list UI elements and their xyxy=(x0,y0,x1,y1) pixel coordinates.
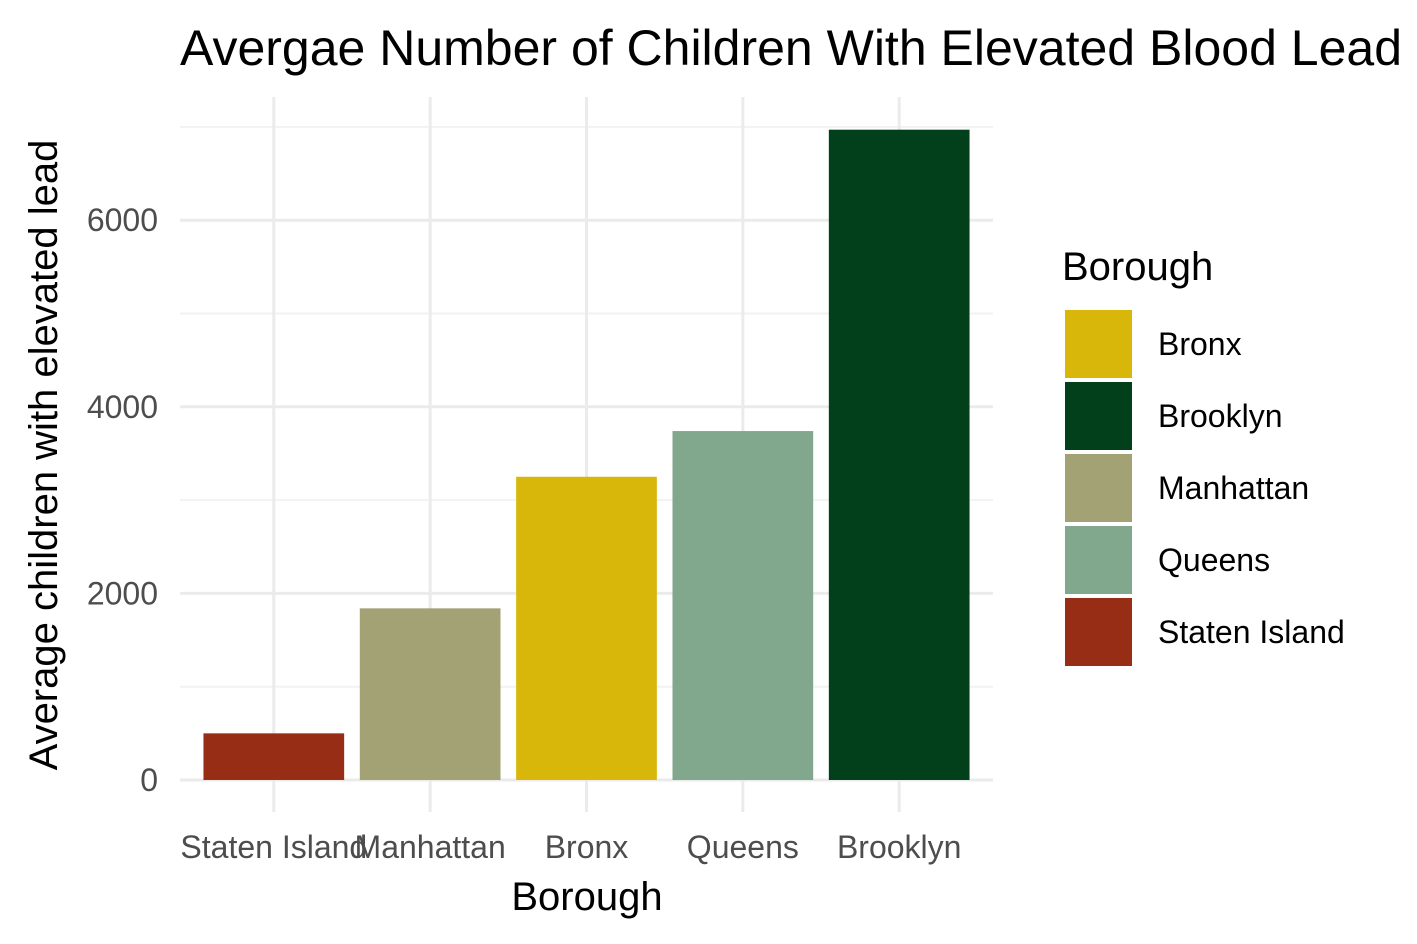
y-axis-ticks: 0 2000 4000 6000 xyxy=(87,202,158,798)
y-tick-label: 0 xyxy=(140,762,158,798)
x-tick-label: Brooklyn xyxy=(837,829,962,865)
x-tick-label: Bronx xyxy=(545,829,629,865)
x-tick-label: Manhattan xyxy=(355,829,506,865)
legend-items: Bronx Brooklyn Manhattan Queens Staten Islan… xyxy=(1065,310,1345,666)
bar-queens xyxy=(672,431,814,780)
bar-staten-island xyxy=(203,733,345,780)
legend-key-brooklyn xyxy=(1065,382,1132,450)
x-tick-label: Staten Island xyxy=(180,829,367,865)
legend-label: Brooklyn xyxy=(1158,398,1283,434)
chart-title: Avergae Number of Children With Elevated… xyxy=(180,20,1402,76)
legend-label: Bronx xyxy=(1158,326,1242,362)
y-tick-label: 4000 xyxy=(87,389,158,425)
legend-label: Staten Island xyxy=(1158,614,1345,650)
x-tick-label: Queens xyxy=(687,829,799,865)
legend-key-queens xyxy=(1065,526,1132,594)
bars xyxy=(203,129,970,781)
bar-bronx xyxy=(516,476,657,780)
y-axis-title: Average children with elevated lead xyxy=(22,140,66,771)
bar-manhattan xyxy=(359,608,501,780)
legend-label: Queens xyxy=(1158,542,1270,578)
legend-title: Borough xyxy=(1062,245,1213,289)
legend-label: Manhattan xyxy=(1158,470,1309,506)
legend-key-manhattan xyxy=(1065,454,1132,522)
x-axis-title: Borough xyxy=(511,875,662,919)
legend-key-bronx xyxy=(1065,310,1132,378)
y-tick-label: 2000 xyxy=(87,575,158,611)
y-tick-label: 6000 xyxy=(87,202,158,238)
legend-key-staten-island xyxy=(1065,598,1132,666)
legend: Borough Bronx Brooklyn Manhattan Queens Stat… xyxy=(1062,245,1345,666)
bar-brooklyn xyxy=(828,129,970,781)
